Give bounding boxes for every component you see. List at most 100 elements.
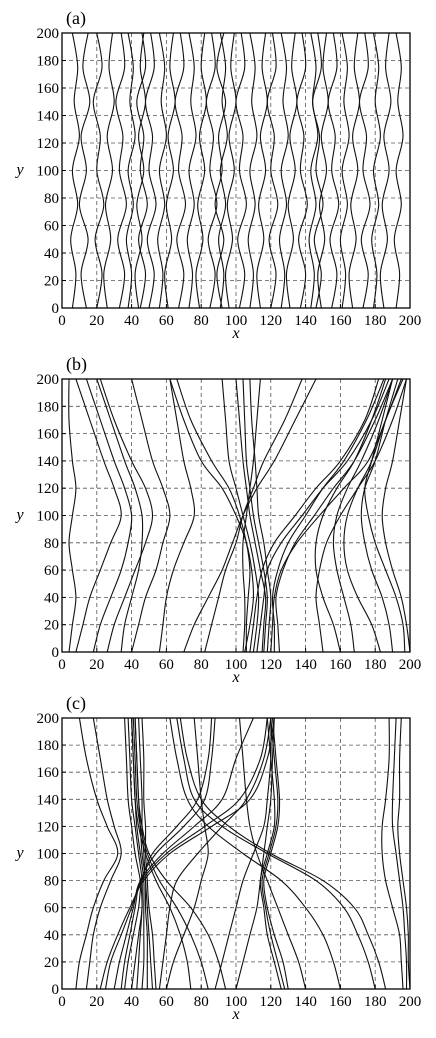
x-tick-label: 0 xyxy=(58,313,66,329)
y-tick-label: 140 xyxy=(37,454,60,470)
series-line-27 xyxy=(339,33,350,308)
x-tick-label: 0 xyxy=(58,657,66,673)
series-line-8 xyxy=(144,33,157,308)
series-line-4 xyxy=(249,379,272,652)
y-tick-label: 60 xyxy=(44,219,59,235)
x-tick-label: 20 xyxy=(89,657,104,673)
y-tick-label: 20 xyxy=(44,274,59,290)
series-line-25 xyxy=(315,379,408,652)
series-line-15 xyxy=(381,379,410,652)
series-line-8 xyxy=(120,718,216,989)
series-line-7 xyxy=(249,379,380,652)
series-line-5 xyxy=(115,33,127,308)
series-line-27 xyxy=(235,718,275,989)
y-tick-label: 100 xyxy=(37,847,60,863)
series-line-29 xyxy=(132,718,209,989)
y-tick-label: 120 xyxy=(37,819,60,835)
y-axis-label: y xyxy=(14,507,24,524)
series-line-22 xyxy=(68,379,77,652)
chart-panel-3: 0 20 40 60 80 100 120 140 160 180 200 0 20 40 60 80 100 1… xyxy=(14,693,421,1023)
series-line-24 xyxy=(183,379,317,652)
series-line-16 xyxy=(314,379,387,652)
series-line-12 xyxy=(364,379,406,652)
series-line-33 xyxy=(312,33,324,308)
x-tick-label: 0 xyxy=(58,994,66,1010)
x-tick-label: 120 xyxy=(260,994,283,1010)
series-line-17 xyxy=(391,718,408,989)
x-tick-label: 140 xyxy=(294,657,317,673)
series-line-28 xyxy=(348,33,361,308)
series-line-18 xyxy=(397,718,410,989)
series-line-21 xyxy=(278,33,289,308)
x-tick-label: 180 xyxy=(364,994,387,1010)
x-tick-label: 60 xyxy=(159,313,174,329)
y-tick-label: 120 xyxy=(37,481,60,497)
series-line-14 xyxy=(261,718,286,989)
series-line-23 xyxy=(296,33,308,308)
series-line-20 xyxy=(131,379,171,652)
x-tick-label: 80 xyxy=(194,994,209,1010)
panel-label: (c) xyxy=(66,693,86,714)
series-line-8 xyxy=(256,379,390,652)
series-line-24 xyxy=(75,718,119,989)
y-axis-label: y xyxy=(14,845,24,862)
x-tick-label: 200 xyxy=(399,313,422,329)
series-line-5 xyxy=(138,718,154,989)
panel-label: (b) xyxy=(66,354,87,375)
series-line-22 xyxy=(285,33,298,308)
y-tick-label: 100 xyxy=(37,164,60,180)
series-line-27 xyxy=(242,379,261,652)
y-tick-label: 40 xyxy=(44,928,59,944)
series-line-3 xyxy=(235,379,267,652)
x-tick-label: 20 xyxy=(89,313,104,329)
y-tick-label: 0 xyxy=(52,645,60,661)
series-line-6 xyxy=(125,33,136,308)
series-line-12 xyxy=(158,718,272,989)
panel-label: (a) xyxy=(66,8,86,29)
y-tick-label: 40 xyxy=(44,246,59,262)
series-line-13 xyxy=(195,33,207,308)
x-tick-label: 40 xyxy=(124,313,139,329)
x-tick-label: 100 xyxy=(225,994,248,1010)
x-tick-label: 100 xyxy=(225,657,248,673)
x-axis-label: x xyxy=(231,1006,239,1023)
x-tick-label: 200 xyxy=(399,994,422,1010)
y-tick-label: 200 xyxy=(37,711,60,727)
series-line-20 xyxy=(266,33,279,308)
series-line-23 xyxy=(204,379,303,652)
series-group xyxy=(68,379,410,652)
series-line-11 xyxy=(174,33,187,308)
chart-panel-2: 0 20 40 60 80 100 120 140 160 180 200 0 20 40 60 80 100 1… xyxy=(14,354,421,686)
series-line-17 xyxy=(235,33,247,308)
y-tick-label: 180 xyxy=(37,54,60,70)
series-line-35 xyxy=(136,33,148,308)
series-line-30 xyxy=(134,718,227,989)
series-line-25 xyxy=(165,718,209,989)
series-line-11 xyxy=(242,379,268,652)
x-tick-label: 140 xyxy=(294,994,317,1010)
series-line-14 xyxy=(343,379,404,652)
series-line-24 xyxy=(308,33,319,308)
series-line-4 xyxy=(103,33,115,308)
y-tick-label: 120 xyxy=(37,136,60,152)
series-line-6 xyxy=(275,379,394,652)
grid xyxy=(62,718,410,989)
series-line-19 xyxy=(256,33,268,308)
x-tick-label: 60 xyxy=(159,657,174,673)
series-line-18 xyxy=(247,33,258,308)
y-tick-label: 140 xyxy=(37,792,60,808)
x-tick-label: 200 xyxy=(399,657,422,673)
series-line-19 xyxy=(99,379,154,652)
series-line-1 xyxy=(169,379,255,652)
x-tick-label: 20 xyxy=(89,994,104,1010)
x-tick-label: 160 xyxy=(329,994,352,1010)
y-tick-label: 160 xyxy=(37,81,60,97)
series-line-31 xyxy=(379,33,392,308)
x-tick-label: 180 xyxy=(364,657,387,673)
y-tick-label: 200 xyxy=(37,26,60,42)
series-line-18 xyxy=(85,379,133,652)
series-line-26 xyxy=(332,379,394,652)
series-line-13 xyxy=(360,379,399,652)
